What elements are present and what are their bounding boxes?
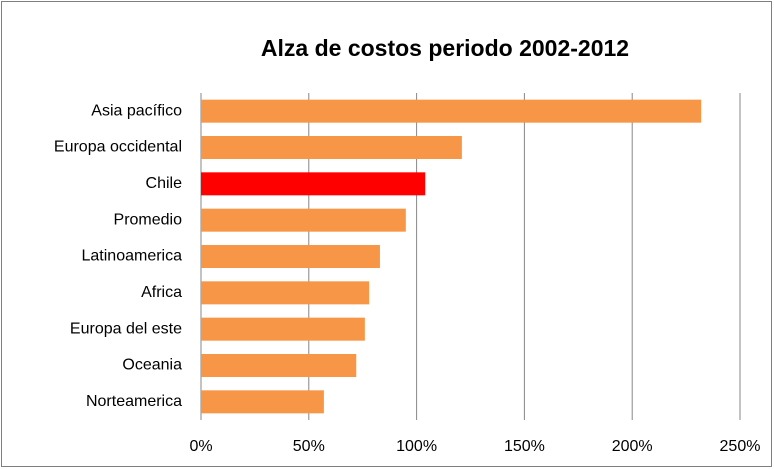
x-tick-label: 100% <box>396 438 437 455</box>
bar <box>201 281 370 305</box>
bar <box>201 317 365 341</box>
bar <box>201 136 462 159</box>
bar <box>201 390 324 414</box>
y-tick-label: Chile <box>146 175 183 192</box>
bar <box>201 99 702 123</box>
bar <box>201 172 426 196</box>
y-tick-label: Oceania <box>122 357 182 374</box>
y-tick-label: Asia pacífico <box>91 102 182 119</box>
x-tick-label: 150% <box>504 438 545 455</box>
bar <box>201 354 357 377</box>
y-tick-label: Norteamerica <box>86 393 182 410</box>
y-tick-label: Europa occidental <box>54 139 182 156</box>
bar <box>201 208 406 232</box>
y-tick-label: Latinoamerica <box>82 248 183 265</box>
bar <box>201 245 380 268</box>
x-tick-label: 50% <box>293 438 325 455</box>
x-tick-label: 250% <box>720 438 761 455</box>
x-tick-label: 0% <box>189 438 212 455</box>
chart-title: Alza de costos periodo 2002-2012 <box>261 35 629 61</box>
x-tick-label: 200% <box>612 438 653 455</box>
y-tick-label: Africa <box>141 284 182 301</box>
y-tick-label: Promedio <box>114 211 183 228</box>
y-tick-label: Europa del este <box>70 320 182 337</box>
